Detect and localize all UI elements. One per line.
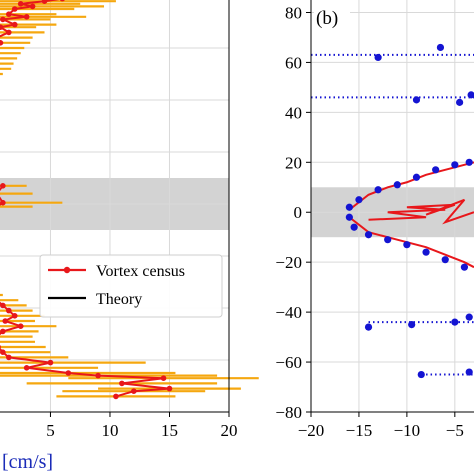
point-b-0 bbox=[374, 53, 382, 62]
census-point-3 bbox=[29, 3, 36, 10]
point-b-17 bbox=[384, 236, 392, 244]
point-b-26 bbox=[465, 158, 473, 166]
x-axis-label-a: [cm/s] bbox=[2, 451, 53, 473]
x-tick-label-a-2: 10 bbox=[101, 421, 118, 440]
point-b-7 bbox=[451, 318, 459, 326]
census-point-25 bbox=[0, 199, 6, 206]
x-tick-label-b-0: −20 bbox=[298, 421, 325, 440]
census-point-41 bbox=[0, 349, 6, 356]
point-b-16 bbox=[374, 186, 382, 194]
y-tick-label-b-1: −60 bbox=[275, 353, 302, 372]
census-point-32 bbox=[0, 302, 6, 309]
census-point-35 bbox=[2, 318, 9, 324]
point-b-10 bbox=[465, 368, 473, 376]
y-tick-label-b-5: 20 bbox=[285, 153, 302, 172]
point-b-15 bbox=[364, 231, 373, 239]
census-line-0 bbox=[0, 0, 60, 45]
census-point-1 bbox=[41, 0, 48, 4]
legend-theory-label: Theory bbox=[96, 291, 142, 308]
panel-label-bg bbox=[314, 4, 350, 30]
y-tick-label-b-2: −40 bbox=[275, 303, 302, 322]
point-b-6 bbox=[408, 321, 416, 329]
census-point-40 bbox=[0, 344, 1, 350]
y-tick-label-b-8: 80 bbox=[285, 3, 302, 22]
census-point-36 bbox=[17, 323, 24, 330]
census-point-48 bbox=[119, 380, 125, 387]
panel-label-b: (b) bbox=[316, 8, 338, 29]
point-b-12 bbox=[345, 203, 353, 211]
y-tick-label-b-4: 0 bbox=[294, 203, 303, 222]
point-b-11 bbox=[345, 213, 353, 221]
point-b-25 bbox=[460, 263, 469, 271]
census-point-50 bbox=[130, 388, 137, 395]
curve-lower bbox=[348, 216, 474, 269]
x-tick-label-b-2: −10 bbox=[394, 421, 421, 440]
point-b-14 bbox=[355, 196, 363, 204]
legend-census-marker bbox=[63, 266, 71, 274]
census-point-46 bbox=[95, 372, 101, 379]
point-b-5 bbox=[364, 323, 373, 331]
point-b-21 bbox=[422, 248, 430, 256]
legend-census-label: Vortex census bbox=[96, 263, 185, 280]
census-point-34 bbox=[11, 313, 18, 319]
point-b-3 bbox=[467, 91, 474, 99]
point-b-24 bbox=[451, 161, 459, 169]
x-tick-label-b-1: −15 bbox=[346, 421, 373, 440]
point-b-18 bbox=[393, 181, 401, 189]
census-point-47 bbox=[160, 375, 167, 382]
point-b-4 bbox=[456, 98, 464, 106]
census-point-2 bbox=[17, 1, 24, 7]
point-b-13 bbox=[350, 223, 358, 231]
census-point-49 bbox=[166, 385, 173, 392]
point-b-1 bbox=[436, 43, 445, 52]
census-point-33 bbox=[6, 307, 12, 314]
census-point-12 bbox=[0, 40, 4, 46]
census-point-42 bbox=[6, 354, 12, 361]
census-point-0 bbox=[59, 0, 65, 2]
x-tick-label-a-4: 20 bbox=[221, 421, 238, 440]
y-tick-label-b-6: 40 bbox=[285, 103, 302, 122]
census-point-8 bbox=[11, 21, 18, 28]
census-point-44 bbox=[23, 365, 30, 371]
census-point-9 bbox=[0, 24, 4, 30]
panel-b: −80 −60 −40 −20 0 20 40 60 80 −20 −15 −10 −5 (b) bbox=[275, 0, 474, 440]
curve-inner bbox=[368, 198, 474, 225]
point-b-20 bbox=[412, 173, 421, 181]
x-tick-label-b-3: −5 bbox=[446, 421, 464, 440]
census-point-45 bbox=[65, 370, 72, 376]
point-b-8 bbox=[465, 313, 473, 321]
legend: Vortex census Theory bbox=[39, 254, 223, 318]
census-point-37 bbox=[0, 328, 6, 335]
census-point-51 bbox=[113, 393, 119, 400]
census-point-10 bbox=[6, 29, 12, 36]
point-b-19 bbox=[403, 241, 411, 249]
y-tick-label-b-0: −80 bbox=[275, 403, 302, 422]
y-tick-label-b-3: −20 bbox=[275, 253, 302, 272]
point-b-2 bbox=[412, 96, 421, 104]
point-b-22 bbox=[432, 166, 440, 174]
y-tick-label-b-7: 60 bbox=[285, 53, 302, 72]
x-tick-label-a-1: 5 bbox=[46, 421, 55, 440]
point-b-9 bbox=[417, 370, 425, 379]
census-point-43 bbox=[47, 359, 54, 366]
census-point-4 bbox=[11, 6, 18, 12]
point-b-23 bbox=[441, 256, 449, 264]
panel-a: 05101520[cm/s] bbox=[0, 0, 259, 473]
census-point-5 bbox=[6, 11, 12, 17]
census-point-7 bbox=[0, 16, 6, 23]
census-point-6 bbox=[23, 13, 30, 20]
census-point-23 bbox=[0, 183, 6, 189]
x-tick-label-a-3: 15 bbox=[161, 421, 178, 440]
